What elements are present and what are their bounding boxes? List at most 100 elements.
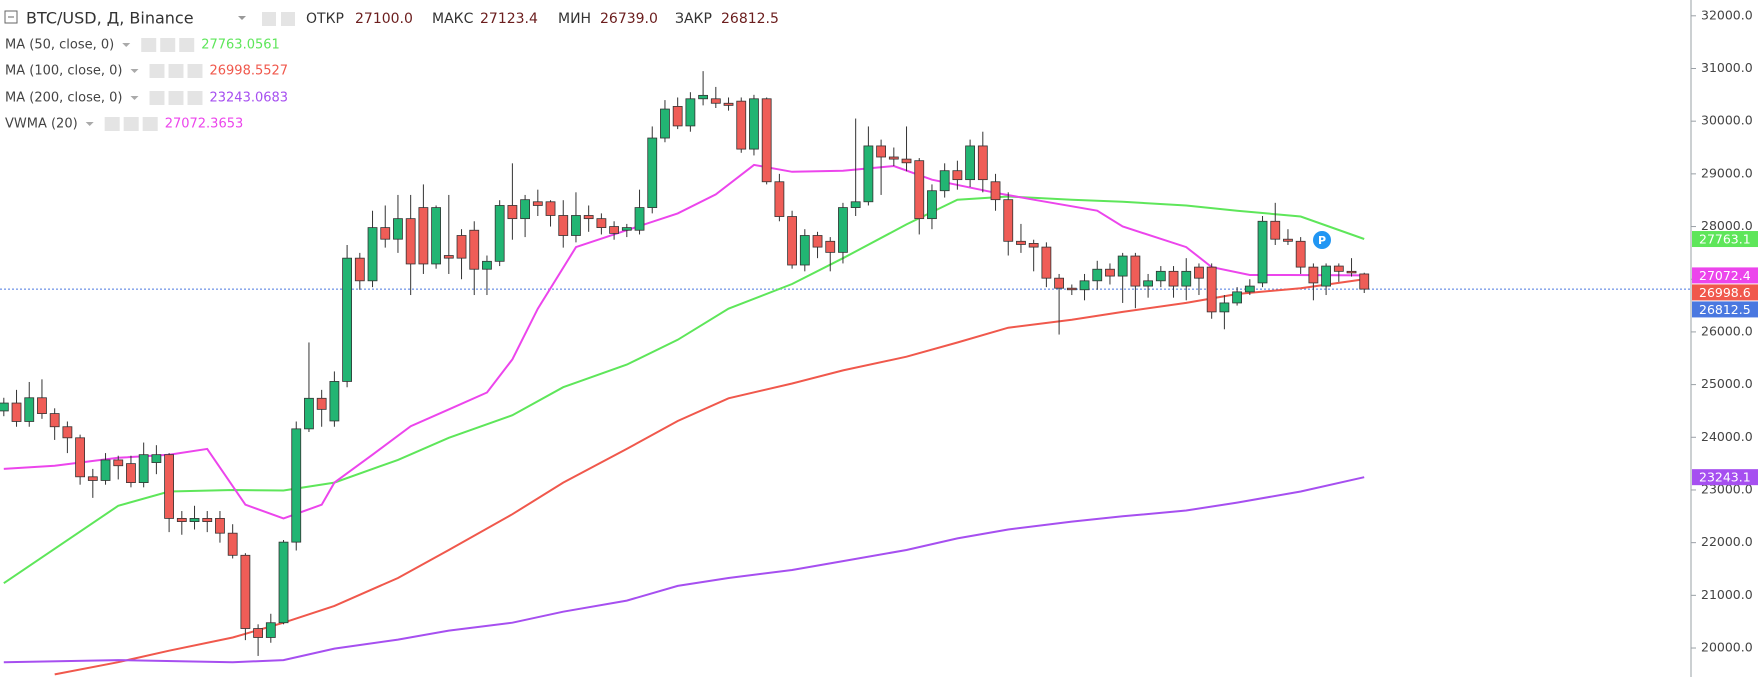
dropdown-caret[interactable] [85, 122, 94, 126]
remove-button[interactable] [187, 64, 203, 78]
settings-button[interactable] [168, 91, 184, 105]
candle-body [1244, 285, 1255, 293]
candle-body [24, 397, 35, 422]
ohlc-label: ЗАКР [675, 11, 712, 27]
candle-body [634, 207, 645, 231]
remove-button[interactable] [179, 38, 195, 52]
candle-body [1270, 220, 1281, 240]
candle-body [952, 170, 963, 181]
dropdown-caret[interactable] [238, 16, 246, 20]
candle-body [1092, 268, 1103, 282]
collapse-button[interactable] [4, 10, 18, 24]
candle-body [342, 257, 353, 382]
candle-body [1143, 280, 1153, 287]
candle-body [1181, 270, 1192, 287]
candle-body [49, 413, 60, 428]
candle-body [1346, 270, 1357, 274]
legend-name: VWMA (20) [5, 117, 78, 132]
price-tag [1692, 301, 1758, 318]
candle-body [151, 454, 162, 463]
candle-body [113, 459, 124, 467]
candle-body [1016, 240, 1026, 245]
candle-body [278, 541, 289, 624]
settings-button[interactable] [160, 38, 176, 52]
dropdown-caret[interactable] [130, 96, 139, 100]
legend-value: 27072.3653 [165, 117, 244, 132]
candle-body [876, 145, 886, 158]
price-tag-label: 26998.6 [1699, 285, 1751, 300]
candle-body [1359, 273, 1370, 290]
candle-body [990, 181, 1001, 201]
ohlc-value: 26812.5 [721, 11, 779, 27]
dropdown-caret[interactable] [122, 43, 131, 47]
candle-body [1295, 240, 1306, 268]
y-tick-label: 28000.0 [1701, 218, 1753, 233]
price-tag [1692, 469, 1758, 486]
candle-body [405, 218, 416, 265]
candle-body [253, 628, 264, 638]
ohlc-label: МАКС [432, 11, 474, 27]
y-tick-label: 31000.0 [1701, 60, 1753, 75]
candle-body [1066, 287, 1077, 291]
candle-body [1041, 246, 1052, 279]
ohlc-value: 26739.0 [600, 11, 658, 27]
candle-body [240, 554, 251, 629]
ohlc-value: 27100.0 [355, 11, 413, 27]
candle-body [1321, 265, 1331, 287]
position-marker[interactable] [1313, 231, 1331, 249]
eye-button[interactable] [262, 12, 276, 26]
y-tick-label: 32000.0 [1701, 7, 1753, 22]
candle-body [1232, 291, 1242, 304]
candle-body [596, 218, 607, 228]
candle-body [164, 454, 175, 519]
candle-body [825, 240, 836, 253]
candle-body [418, 207, 429, 265]
candle-body [888, 156, 899, 160]
candle-body [1003, 199, 1014, 242]
ma-line [3, 195, 1365, 585]
candle-body [304, 397, 314, 430]
eye-button[interactable] [149, 64, 165, 78]
y-tick-label: 29000.0 [1701, 165, 1753, 180]
remove-button[interactable] [187, 91, 203, 105]
y-tick-label: 23000.0 [1701, 481, 1753, 496]
candle-body [507, 205, 518, 220]
candle-body [698, 94, 708, 100]
candle-body [354, 257, 365, 282]
candle-body [62, 426, 73, 439]
candle-body [977, 145, 988, 181]
settings-button[interactable] [281, 12, 295, 26]
eye-button[interactable] [104, 117, 120, 131]
candle-body [367, 227, 378, 282]
candle-body [494, 205, 505, 262]
candle-body [393, 218, 403, 240]
settings-button[interactable] [123, 117, 139, 131]
candle-body [482, 260, 492, 270]
candle-body [583, 215, 594, 220]
dropdown-caret[interactable] [130, 69, 139, 73]
candle-body [672, 106, 683, 127]
candle-body [126, 463, 136, 483]
candle-body [1194, 266, 1204, 279]
eye-button[interactable] [141, 38, 157, 52]
candle-body [1168, 270, 1179, 287]
candle-body [11, 402, 22, 422]
remove-button[interactable] [142, 117, 158, 131]
candle-body [443, 255, 454, 259]
settings-button[interactable] [168, 64, 184, 78]
candle-body [189, 518, 200, 522]
candle-body [1308, 266, 1319, 284]
candle-body [291, 428, 302, 543]
candle-body [1333, 265, 1344, 272]
candle-body [685, 98, 696, 127]
plot: 20000.0 21000.0 22000.0 23000.0 24000.0 25000… [0, 7, 1758, 676]
price-tag [1692, 231, 1758, 248]
eye-button[interactable] [149, 91, 165, 105]
price-tag [1692, 284, 1758, 301]
y-tick-label: 22000.0 [1701, 534, 1753, 549]
y-tick-label: 20000.0 [1701, 640, 1753, 655]
candle-body [850, 201, 861, 208]
